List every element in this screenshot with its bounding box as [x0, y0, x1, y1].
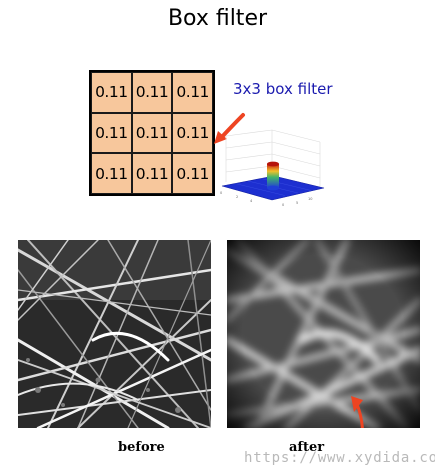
kernel-matrix: 0.11 0.11 0.11 0.11 0.11 0.11 0.11 0.11 …: [89, 70, 215, 196]
kernel-cell: 0.11: [91, 153, 132, 194]
kernel-cell: 0.11: [172, 153, 213, 194]
grass-blurred-image: [227, 240, 420, 428]
kernel-cell: 0.11: [172, 72, 213, 113]
grass-sharp-image: [18, 240, 211, 428]
page-title: Box filter: [167, 6, 268, 31]
before-image: [18, 240, 211, 428]
kernel-cell: 0.11: [91, 72, 132, 113]
svg-text:5: 5: [296, 201, 298, 205]
svg-text:0: 0: [282, 203, 284, 207]
watermark: https://www.xydida.com: [244, 450, 435, 466]
kernel-cell: 0.11: [91, 112, 132, 154]
filter-3d-plot: 0 2 4 0 5 10: [220, 129, 325, 207]
filter-label: 3x3 box filter: [233, 80, 333, 98]
pointer-arrow-icon: [214, 113, 245, 144]
svg-text:4: 4: [250, 199, 253, 203]
surface-peak: [267, 164, 279, 188]
before-caption: before: [118, 440, 165, 455]
kernel-cell: 0.11: [131, 153, 173, 194]
edge-arrow-icon: [351, 396, 364, 428]
after-caption: after: [289, 440, 325, 455]
svg-text:0: 0: [220, 191, 222, 195]
kernel-cell: 0.11: [131, 112, 173, 154]
after-image: [227, 240, 420, 428]
svg-text:10: 10: [308, 197, 312, 201]
kernel-cell: 0.11: [131, 72, 173, 113]
svg-text:2: 2: [236, 195, 238, 199]
kernel-cell: 0.11: [172, 112, 213, 154]
